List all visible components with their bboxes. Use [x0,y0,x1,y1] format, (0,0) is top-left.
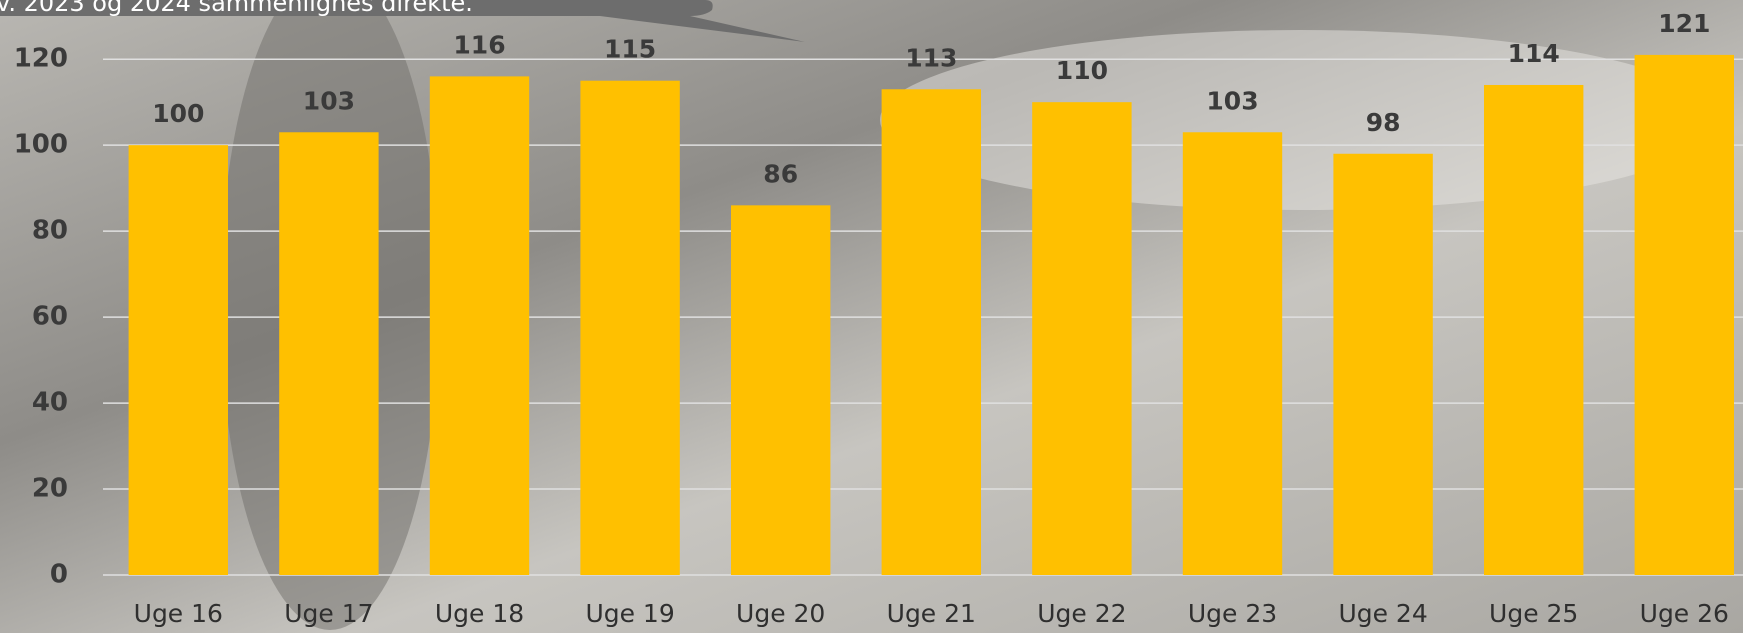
bar [279,132,378,575]
value-label: 86 [763,159,798,188]
bar [1333,154,1432,575]
background-shape [880,30,1720,210]
y-tick-label: 120 [14,44,68,74]
x-tick-label: Uge 21 [887,599,976,628]
value-label: 103 [1206,86,1258,115]
y-tick-label: 80 [32,216,68,246]
annotation: v. 2023 og 2024 sammenlignes direkte. [0,0,473,17]
y-tick-label: 0 [50,560,68,590]
bar [1183,132,1282,575]
bar [1032,102,1131,575]
bar [129,145,228,575]
x-tick-label: Uge 17 [284,599,373,628]
value-label: 110 [1056,56,1108,85]
x-tick-label: Uge 19 [585,599,674,628]
bar [731,205,830,575]
page: v. 2023 og 2024 sammenlignes direkte. 0 2… [0,0,1743,633]
bar [430,76,529,575]
y-tick-label: 60 [32,302,68,332]
x-tick-label: Uge 20 [736,599,825,628]
x-tick-label: Uge 23 [1188,599,1277,628]
x-tick-label: Uge 24 [1338,599,1427,628]
value-label: 114 [1508,39,1560,68]
x-tick-label: Uge 16 [134,599,223,628]
value-label: 98 [1366,108,1401,137]
y-tick-label: 20 [32,474,68,504]
value-label: 113 [905,43,957,72]
y-tick-label: 100 [14,130,68,160]
x-tick-label: Uge 25 [1489,599,1578,628]
bar [1484,85,1583,575]
x-tick-label: Uge 22 [1037,599,1126,628]
value-label: 121 [1658,9,1710,38]
value-label: 116 [453,30,505,59]
x-tick-label: Uge 18 [435,599,524,628]
value-label: 100 [152,99,204,128]
y-tick-label: 40 [32,388,68,418]
bar [580,81,679,575]
x-tick-label: Uge 26 [1640,599,1729,628]
chart: v. 2023 og 2024 sammenlignes direkte. 0 2… [0,0,1743,633]
bar [1635,55,1734,575]
value-label: 103 [303,86,355,115]
bar [882,89,981,575]
value-label: 115 [604,35,656,64]
